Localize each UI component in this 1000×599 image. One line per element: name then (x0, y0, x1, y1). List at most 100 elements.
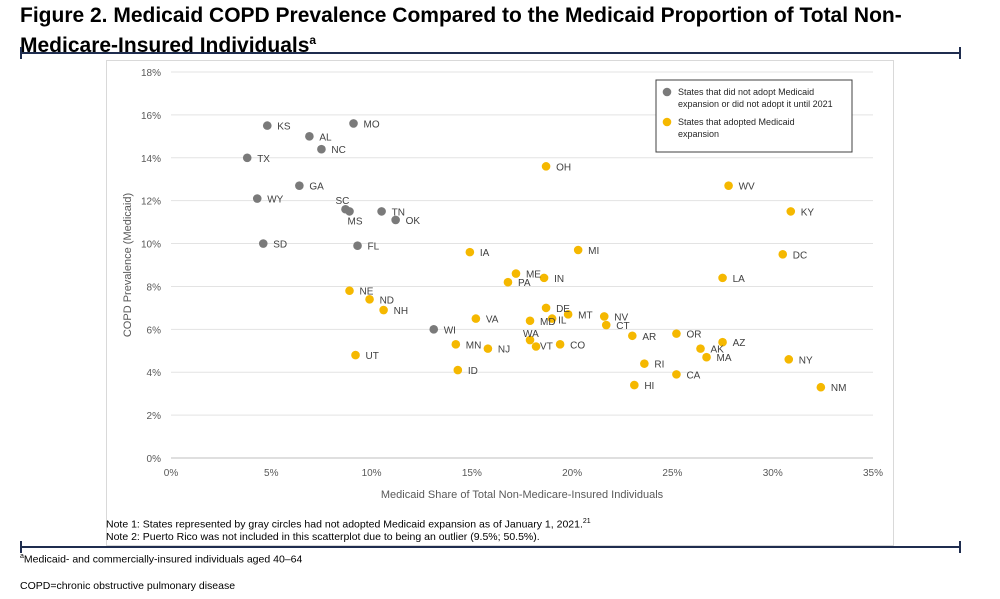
point-label-me: ME (526, 270, 541, 281)
point-label-nc: NC (331, 145, 345, 156)
data-point-nh (379, 305, 388, 315)
data-point-ia (465, 247, 475, 257)
point-label-ne: NE (360, 287, 374, 298)
data-point-la (718, 273, 727, 283)
y-tick-label: 18% (141, 68, 161, 79)
legend: States that did not adopt Medicaid expans… (655, 79, 853, 153)
x-tick-label: 5% (264, 468, 279, 479)
x-tick-label: 35% (863, 468, 883, 479)
bottom-divider (20, 541, 961, 553)
y-axis-title: COPD Prevalence (Medicaid) (122, 193, 134, 337)
data-point-fl (353, 241, 362, 250)
point-label-mt: MT (578, 310, 592, 321)
point-label-la: LA (733, 274, 746, 285)
point-label-tx: TX (257, 154, 270, 165)
point-label-ar: AR (642, 332, 656, 343)
point-label-id: ID (468, 366, 478, 377)
y-tick-label: 6% (147, 325, 162, 336)
point-label-pa: PA (518, 278, 531, 289)
data-point-az (718, 337, 727, 347)
point-label-ia: IA (480, 248, 490, 259)
point-label-mi: MI (588, 246, 599, 257)
note-1-text: Note 1: States represented by gray circl… (106, 518, 583, 531)
data-point-wi (429, 325, 439, 334)
point-label-de: DE (556, 304, 570, 315)
point-label-in: IN (554, 274, 564, 285)
data-point-wa (525, 335, 535, 345)
legend-label: States that adopted Medicaid expansion (678, 117, 795, 139)
data-point-ut (351, 350, 360, 360)
data-point-mi (573, 245, 583, 255)
figure-title-text: Figure 2. Medicaid COPD Prevalence Compa… (20, 4, 902, 57)
point-label-or: OR (686, 330, 701, 341)
data-point-nc (317, 144, 326, 154)
point-label-ak: AK (711, 345, 725, 356)
data-point-dc (778, 249, 788, 259)
footnote-a-marker: a (20, 553, 24, 560)
x-tick-label: 15% (462, 468, 482, 479)
data-point-ma (702, 352, 711, 362)
y-tick-label: 8% (147, 282, 162, 293)
y-tick-label: 0% (147, 454, 162, 465)
y-tick-label: 10% (141, 240, 161, 251)
top-divider (20, 47, 961, 59)
point-label-nd: ND (380, 295, 394, 306)
footnote-abbreviation: COPD=chronic obstructive pulmonary disea… (20, 580, 236, 592)
figure-title-superscript: a (309, 33, 317, 47)
data-point-mn (451, 340, 461, 349)
data-point-ga (295, 181, 304, 190)
footnote-a-text: Medicaid- and commercially-insured indiv… (23, 553, 303, 566)
data-points (242, 119, 826, 392)
note-2: Note 2: Puerto Rico was not included in … (106, 531, 540, 543)
data-point-tn (377, 207, 386, 216)
legend-label: States that did not adopt Medicaid expans… (678, 87, 833, 109)
legend-marker (662, 117, 672, 127)
legend-marker (662, 87, 672, 97)
point-label-dc: DC (793, 250, 807, 261)
point-label-il: IL (558, 316, 567, 327)
data-point-wy (252, 194, 262, 203)
point-label-ri: RI (654, 360, 664, 371)
data-point-in (539, 273, 549, 283)
data-point-va (471, 314, 481, 323)
point-label-az: AZ (733, 338, 746, 349)
y-tick-label: 12% (141, 197, 161, 208)
point-label-fl: FL (368, 242, 380, 253)
note-1-superscript: 21 (582, 518, 591, 525)
data-point-mt (563, 310, 573, 319)
figure-title: Figure 2. Medicaid COPD Prevalence Compa… (20, 4, 980, 58)
data-point-ar (628, 331, 637, 341)
data-point-nd (365, 295, 374, 304)
x-tick-label: 10% (362, 468, 382, 479)
data-point-ak (696, 344, 705, 353)
point-label-ut: UT (366, 351, 379, 362)
point-label-ga: GA (309, 182, 324, 193)
note-1: Note 1: States represented by gray circl… (106, 518, 591, 531)
point-label-ca: CA (686, 370, 700, 381)
data-point-oh (541, 162, 551, 171)
data-point-pa (503, 277, 513, 287)
data-point-md (525, 316, 535, 326)
x-tick-label: 0% (164, 468, 179, 479)
point-label-al: AL (319, 132, 332, 143)
data-point-ct (601, 320, 611, 330)
data-point-ca (672, 370, 681, 379)
point-label-ma: MA (717, 353, 732, 364)
point-label-wv: WV (739, 182, 755, 193)
point-label-vt: VT (540, 341, 553, 352)
point-label-nj: NJ (498, 345, 510, 356)
point-label-ok: OK (406, 216, 421, 227)
point-label-co: CO (570, 340, 585, 351)
y-tick-label: 14% (141, 154, 161, 165)
data-point-ok (391, 215, 400, 225)
point-label-ks: KS (277, 122, 291, 133)
point-label-nm: NM (831, 383, 847, 394)
data-point-de (541, 303, 551, 313)
point-label-hi: HI (644, 381, 654, 392)
point-label-nv: NV (614, 312, 628, 323)
point-label-wi: WI (444, 325, 456, 336)
data-point-vt (531, 342, 541, 351)
scatter-chart: 0% 2% 4% 6% 8% 10% 12% 14% 16% 18% 0% 5% 10% 15% 20% 25… (122, 68, 883, 501)
data-point-tx (242, 153, 252, 163)
data-point-ky (786, 207, 796, 216)
